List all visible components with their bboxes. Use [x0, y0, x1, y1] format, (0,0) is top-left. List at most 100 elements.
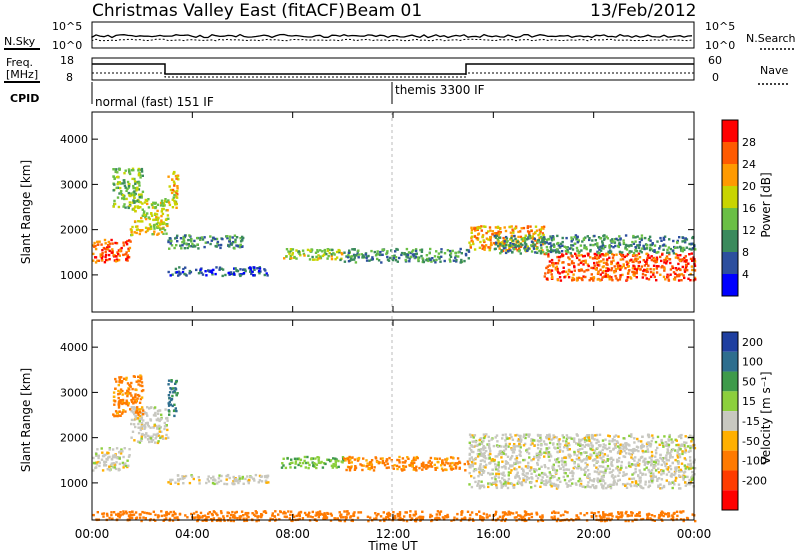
scatter-cell [683, 444, 686, 447]
scatter-cell [452, 467, 455, 470]
scatter-cell [403, 461, 407, 464]
scatter-cell [601, 244, 605, 247]
scatter-cell [665, 457, 668, 460]
scatter-cell [94, 247, 98, 251]
scatter-cell [499, 252, 502, 255]
scatter-cell [431, 257, 434, 260]
scatter-cell [210, 239, 213, 242]
scatter-cell [631, 481, 634, 484]
scatter-cell [544, 272, 547, 275]
scatter-cell [671, 440, 675, 443]
scatter-cell [641, 273, 645, 276]
scatter-cell [503, 519, 507, 523]
scatter-cell [632, 254, 635, 257]
scatter-cell [481, 235, 484, 238]
scatter-cell [253, 274, 256, 277]
scatter-cell [580, 254, 583, 257]
scatter-cell [449, 253, 452, 257]
scatter-cell [660, 457, 663, 461]
scatter-cell [587, 268, 590, 272]
scatter-cell [152, 206, 156, 209]
scatter-cell [487, 443, 491, 446]
scatter-cell [212, 510, 216, 513]
scatter-cell [494, 478, 497, 481]
scatter-cell [631, 270, 634, 274]
scatter-cell [570, 270, 573, 274]
scatter-cell [287, 250, 290, 253]
scatter-cell [429, 513, 432, 517]
scatter-cell [511, 464, 514, 467]
scatter-cell [564, 442, 568, 446]
scatter-cell [610, 518, 613, 521]
scatter-cell [408, 514, 412, 517]
scatter-cell [263, 273, 266, 277]
scatter-cell [101, 255, 104, 258]
scatter-cell [489, 449, 492, 452]
scatter-cell [665, 255, 669, 258]
scatter-cell [137, 188, 141, 191]
scatter-cell [625, 278, 629, 281]
scatter-cell [460, 260, 463, 264]
scatter-cell [114, 260, 118, 263]
scatter-cell [608, 471, 612, 474]
colorbar-swatch [722, 164, 738, 186]
scatter-cell [613, 480, 616, 484]
scatter-cell [575, 254, 578, 257]
scatter-cell [624, 473, 627, 476]
scatter-cell [642, 445, 646, 448]
scatter-cell [502, 245, 505, 248]
scatter-cell [582, 238, 586, 241]
scatter-cell [454, 467, 458, 470]
scatter-cell [559, 242, 563, 245]
scatter-cell [679, 468, 683, 472]
scatter-cell [113, 454, 117, 457]
scatter-cell [587, 434, 591, 437]
scatter-cell [565, 434, 569, 437]
scatter-cell [122, 241, 125, 244]
scatter-cell [562, 468, 566, 471]
scatter-cell [257, 515, 260, 518]
scatter-cell [135, 181, 138, 184]
scatter-cell [154, 411, 157, 415]
scatter-cell [524, 480, 527, 484]
scatter-cell [400, 253, 403, 257]
scatter-cell [173, 193, 176, 197]
scatter-cell [554, 251, 558, 254]
scatter-cell [664, 278, 667, 281]
scatter-cell [162, 202, 165, 205]
scatter-cell [347, 260, 351, 263]
scatter-cell [134, 206, 137, 209]
scatter-cell [249, 266, 252, 269]
scatter-cell [594, 434, 597, 437]
scatter-cell [647, 485, 650, 489]
scatter-cell [331, 466, 334, 469]
scatter-cell [356, 457, 360, 460]
scatter-cell [173, 403, 176, 406]
scatter-cell [592, 480, 595, 483]
scatter-cell [199, 236, 202, 240]
scatter-cell [118, 513, 121, 516]
scatter-cell [167, 379, 171, 382]
scatter-cell [341, 516, 345, 519]
scatter-cell [197, 516, 200, 519]
scatter-cell [591, 484, 594, 487]
scatter-cell [495, 485, 498, 488]
scatter-cell [337, 459, 340, 463]
scatter-cell [517, 480, 520, 483]
scatter-cell [470, 475, 473, 478]
scatter-cell [160, 214, 163, 218]
scatter-cell [479, 463, 482, 466]
scatter-cell [543, 464, 546, 467]
scatter-cell [437, 255, 440, 259]
scatter-cell [480, 484, 483, 487]
scatter-cell [622, 242, 626, 245]
scatter-cell [374, 457, 378, 460]
scatter-cell [130, 400, 134, 404]
scatter-cell [314, 514, 317, 517]
scatter-cell [537, 239, 540, 242]
scatter-cell [483, 246, 487, 249]
scatter-cell [411, 464, 414, 467]
scatter-cell [482, 448, 485, 451]
scatter-cell [597, 271, 600, 274]
scatter-cell [603, 515, 606, 518]
